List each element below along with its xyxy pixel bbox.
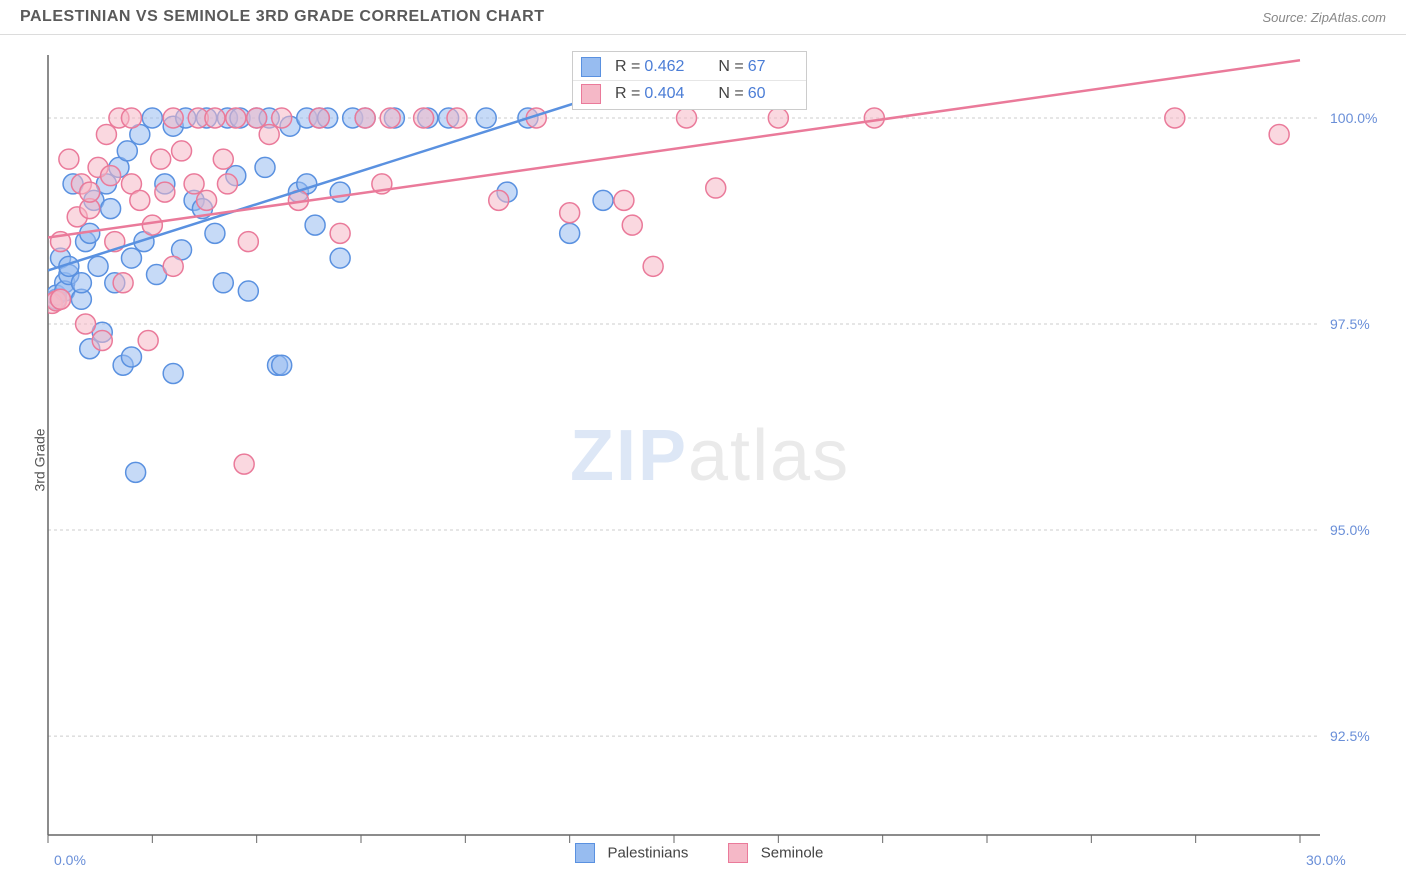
svg-text:95.0%: 95.0% — [1330, 522, 1370, 538]
swatch-palestinians-icon — [575, 843, 595, 863]
svg-text:92.5%: 92.5% — [1330, 728, 1370, 744]
swatch-palestinians-icon — [581, 57, 601, 77]
legend-label: Seminole — [761, 845, 824, 862]
y-axis-label: 3rd Grade — [32, 428, 48, 491]
stats-row-palestinians: R = 0.462 N = 67 — [573, 54, 806, 80]
stat-n-label: N = — [718, 81, 743, 107]
stat-r-label: R = — [615, 81, 640, 107]
chart-header: PALESTINIAN VS SEMINOLE 3RD GRADE CORREL… — [0, 0, 1406, 35]
legend-item-seminole: Seminole — [728, 843, 823, 863]
swatch-seminole-icon — [581, 84, 601, 104]
svg-text:100.0%: 100.0% — [1330, 110, 1377, 126]
svg-text:30.0%: 30.0% — [1306, 852, 1346, 868]
stat-n-label: N = — [718, 54, 743, 80]
svg-text:97.5%: 97.5% — [1330, 316, 1370, 332]
stat-n-value: 67 — [748, 54, 776, 80]
stat-r-label: R = — [615, 54, 640, 80]
stat-r-value: 0.404 — [644, 81, 696, 107]
chart-area: 3rd Grade 92.5% 95.0% 97.5% 100.0% 0.0% 30.0%… — [0, 35, 1406, 885]
legend: Palestinians Seminole — [575, 843, 823, 863]
stats-row-seminole: R = 0.404 N = 60 — [573, 80, 806, 107]
stats-box: R = 0.462 N = 67 R = 0.404 N = 60 — [572, 51, 807, 110]
scatter-chart: 92.5% 95.0% 97.5% 100.0% 0.0% 30.0% — [0, 35, 1406, 885]
stat-r-value: 0.462 — [644, 54, 696, 80]
legend-item-palestinians: Palestinians — [575, 843, 688, 863]
chart-title: PALESTINIAN VS SEMINOLE 3RD GRADE CORREL… — [20, 8, 544, 26]
swatch-seminole-icon — [728, 843, 748, 863]
chart-source: Source: ZipAtlas.com — [1262, 10, 1386, 25]
legend-label: Palestinians — [607, 845, 688, 862]
svg-text:0.0%: 0.0% — [54, 852, 86, 868]
stat-n-value: 60 — [748, 81, 776, 107]
